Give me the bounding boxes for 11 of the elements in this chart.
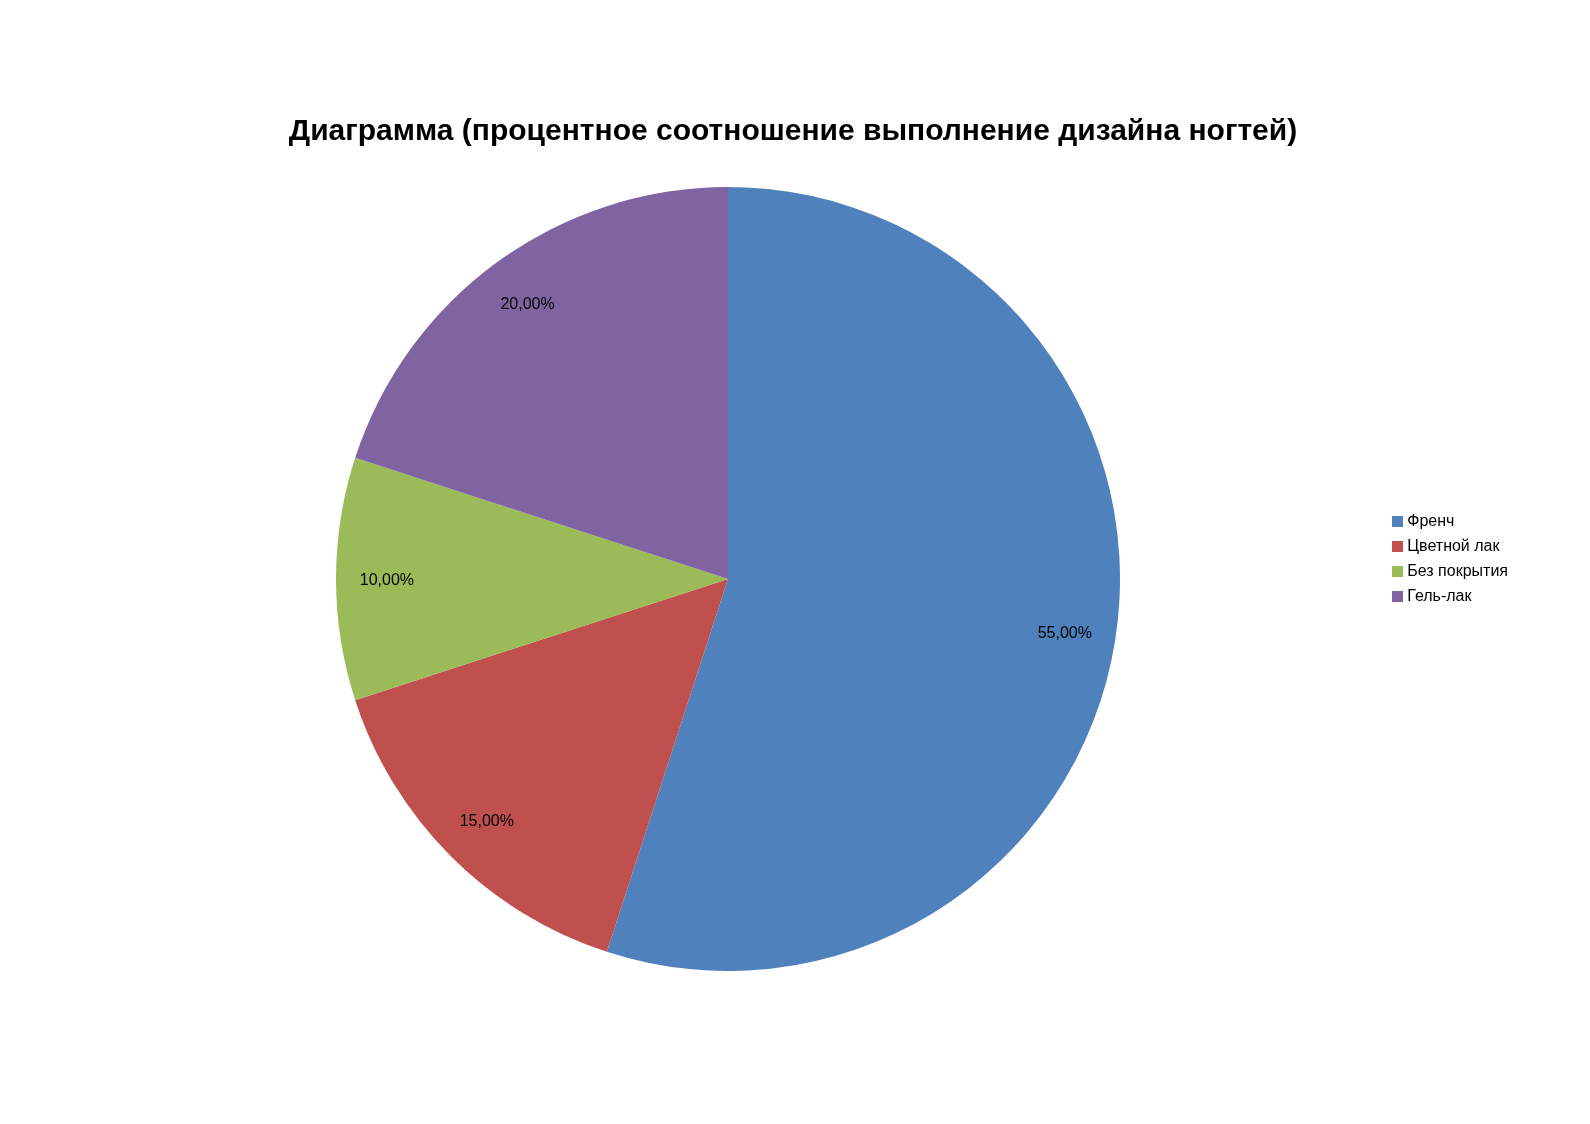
data-label: 10,00% — [359, 570, 415, 588]
data-label: 20,00% — [500, 294, 555, 312]
data-label: 15,00% — [459, 811, 514, 829]
legend-label: Без покрытия — [1407, 562, 1508, 579]
legend-label: Френч — [1407, 512, 1455, 529]
legend-label: Гель-лак — [1407, 587, 1472, 604]
chart-title: Диаграмма (процентное соотношение выполнение дизайна ногтей) — [287, 113, 1299, 147]
data-label: 55,00% — [1037, 623, 1092, 641]
pie-slice — [606, 187, 1120, 971]
pie-slice — [336, 457, 728, 701]
legend-label: Цветной лак — [1407, 537, 1500, 554]
